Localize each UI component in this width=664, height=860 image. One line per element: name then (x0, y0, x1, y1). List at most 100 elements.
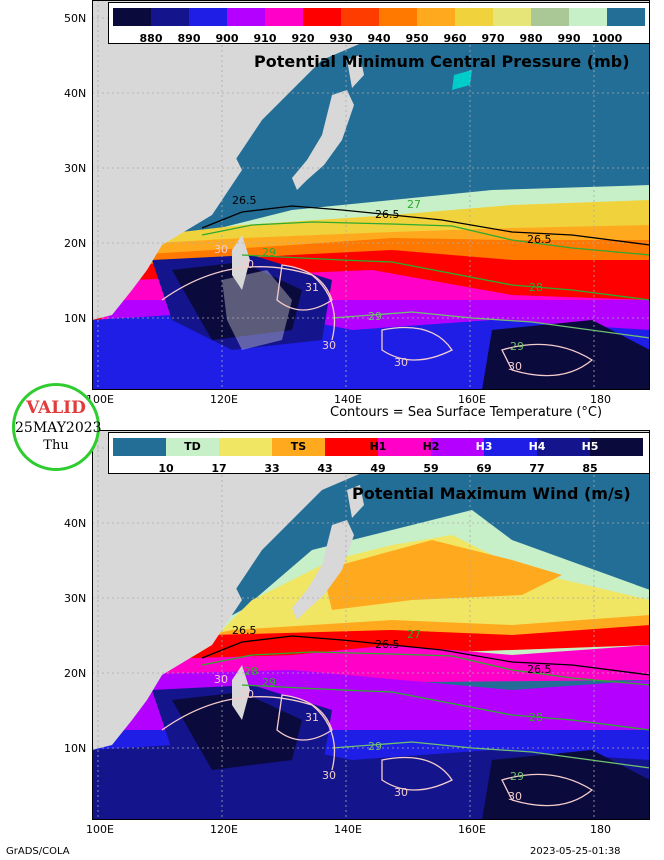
contour-label: 26.5 (232, 624, 257, 637)
contour-label: 30 (322, 339, 336, 352)
colorbar-swatch (227, 8, 265, 26)
pressure-legend: 880 890 900 910 920 930 940 950 960 970 980 990 1000 (108, 2, 650, 45)
valid-date: 25MAY2023 (15, 420, 102, 436)
pressure-map: 26.5 26.5 26.5 27 28 29 29 30 30 30 31 3… (92, 0, 650, 390)
colorbar-swatch (455, 8, 493, 26)
contour-label: 26.5 (527, 663, 552, 676)
contour-label: 30 (240, 258, 254, 271)
pressure-title: Potential Minimum Central Pressure (mb) (254, 52, 630, 71)
axis-tick-label: 180 (590, 823, 611, 836)
valid-day: Thu (43, 438, 69, 453)
colorbar-tick-label: 960 (443, 32, 467, 45)
colorbar-swatch (484, 438, 537, 456)
contour-label: 30 (508, 790, 522, 803)
colorbar-swatch (265, 8, 303, 26)
colorbar-swatch (379, 8, 417, 26)
colorbar-tick-label: 890 (177, 32, 201, 45)
colorbar-swatch (537, 438, 590, 456)
axis-tick-label: 50N (64, 12, 87, 25)
colorbar-tick-label: 59 (423, 462, 439, 475)
colorbar-category-label: TS (290, 440, 307, 453)
colorbar-category-label: H3 (475, 440, 493, 453)
contour-label: 29 (262, 246, 276, 259)
axis-tick-label: 120E (210, 823, 238, 836)
axis-tick-label: 100E (86, 823, 114, 836)
pressure-colorbar: 880 890 900 910 920 930 940 950 960 970 980 990 1000 (113, 8, 645, 45)
contour-label: 28 (529, 711, 543, 724)
colorbar-swatch (151, 8, 189, 26)
colorbar-swatch (607, 8, 645, 26)
contour-label: 26.5 (527, 233, 552, 246)
colorbar-category-label: TD (184, 440, 201, 453)
axis-tick-label: 140E (334, 823, 362, 836)
colorbar-tick-label: 990 (557, 32, 581, 45)
axis-tick-label: 30N (64, 162, 87, 175)
axis-tick-label: 40N (64, 517, 87, 530)
colorbar-tick-label: 10 (158, 462, 174, 475)
contour-label: 30 (394, 356, 408, 369)
contour-label: 26.5 (375, 638, 400, 651)
colorbar-tick-label: 17 (211, 462, 227, 475)
colorbar-swatch (378, 438, 431, 456)
contour-label: 30 (240, 688, 254, 701)
contour-label: 29 (510, 340, 524, 353)
colorbar-tick-label: 950 (405, 32, 429, 45)
colorbar-swatch (325, 438, 378, 456)
colorbar-swatch (493, 8, 531, 26)
contour-label: 29 (368, 740, 382, 753)
colorbar-tick-label: 980 (519, 32, 543, 45)
wind-colorbar: 10 17 33 43 49 59 69 77 85 TD TS H1 H2 H3 H4 H5 (113, 438, 643, 475)
colorbar-tick-label: 43 (317, 462, 333, 475)
contour-label: 31 (305, 711, 319, 724)
axis-tick-label: 120E (210, 393, 238, 406)
colorbar-tick-label: 910 (253, 32, 277, 45)
valid-label: VALID (26, 398, 86, 418)
wind-map: 26.5 26.5 26.5 27 28 29 29 30 30 30 31 3… (92, 430, 650, 820)
wind-title: Potential Maximum Wind (m/s) (352, 484, 631, 503)
colorbar-swatch (431, 438, 484, 456)
contour-label: 27 (407, 198, 421, 211)
colorbar-tick-label: 900 (215, 32, 239, 45)
axis-tick-label: 160E (458, 393, 486, 406)
colorbar-swatch (303, 8, 341, 26)
colorbar-swatch (531, 8, 569, 26)
colorbar-swatch (272, 438, 325, 456)
colorbar-swatch (113, 8, 151, 26)
axis-tick-label: 140E (334, 393, 362, 406)
contour-label: 30 (214, 243, 228, 256)
contour-label: 28 (244, 665, 258, 678)
colorbar-swatch (341, 8, 379, 26)
axis-tick-label: 10N (64, 742, 87, 755)
contour-label: 30 (214, 673, 228, 686)
contour-label: 29 (510, 770, 524, 783)
colorbar-tick-label: 970 (481, 32, 505, 45)
contour-label: 26.5 (375, 208, 400, 221)
colorbar-tick-label: 69 (476, 462, 492, 475)
colorbar-tick-label: 880 (139, 32, 163, 45)
footer-credit: GrADS/COLA (6, 846, 70, 857)
colorbar-swatch (189, 8, 227, 26)
colorbar-category-label: H1 (369, 440, 387, 453)
colorbar-swatch (569, 8, 607, 26)
contour-label: 29 (262, 676, 276, 689)
colorbar-tick-label: 1000 (591, 32, 623, 45)
valid-date-badge: VALID 25MAY2023 Thu (12, 383, 102, 471)
colorbar-category-label: H2 (422, 440, 440, 453)
colorbar-tick-label: 85 (582, 462, 598, 475)
colorbar-swatch (166, 438, 219, 456)
axis-tick-label: 40N (64, 87, 87, 100)
contour-label: 30 (508, 360, 522, 373)
axis-tick-label: 10N (64, 312, 87, 325)
axis-tick-label: 30N (64, 592, 87, 605)
footer-timestamp: 2023-05-25-01:38 (530, 846, 621, 857)
contour-label: 29 (368, 310, 382, 323)
axis-tick-label: 160E (458, 823, 486, 836)
colorbar-tick-label: 940 (367, 32, 391, 45)
colorbar-tick-label: 77 (529, 462, 545, 475)
colorbar-tick-label: 49 (370, 462, 386, 475)
colorbar-swatch (219, 438, 272, 456)
contour-label: 28 (529, 281, 543, 294)
colorbar-swatch (113, 438, 166, 456)
contour-label: 26.5 (232, 194, 257, 207)
contour-label: 30 (322, 769, 336, 782)
